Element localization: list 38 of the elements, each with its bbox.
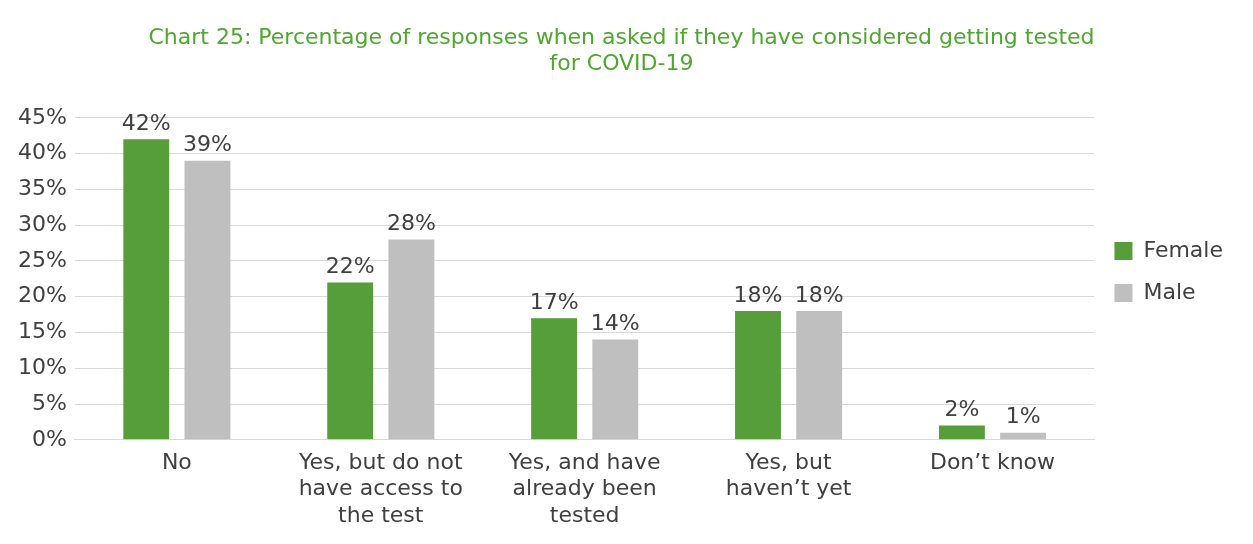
data-label: 28%: [386, 210, 436, 236]
y-tick-label: 25%: [17, 246, 67, 272]
y-tick-label: 20%: [17, 282, 67, 308]
data-label: 39%: [182, 131, 232, 157]
y-tick-label: 5%: [31, 389, 67, 415]
data-label: 18%: [794, 281, 844, 307]
bar: [592, 339, 639, 440]
data-label: 14%: [590, 310, 640, 336]
bar: [796, 311, 843, 440]
x-tick-label: Yes, but haven’t yet: [725, 448, 852, 501]
y-tick-label: 0%: [31, 425, 67, 451]
y-tick-label: 35%: [17, 175, 67, 201]
data-label: 17%: [529, 288, 579, 314]
x-tick-label: Don’t know: [929, 448, 1056, 474]
data-label: 2%: [944, 396, 980, 422]
bar: [531, 318, 578, 440]
legend-label: Male: [1143, 278, 1196, 304]
chart-title: Chart 25: Percentage of responses when asked if they have considered getting tested for COVID-19: [148, 23, 1095, 76]
data-label: 18%: [733, 281, 783, 307]
y-tick-label: 10%: [17, 353, 67, 379]
data-label: 42%: [121, 109, 171, 135]
bar: [388, 239, 435, 440]
x-tick-label: No: [161, 448, 192, 474]
data-label: 1%: [1005, 403, 1041, 429]
legend-label: Female: [1143, 236, 1223, 262]
x-tick-label: Yes, and have already been tested: [507, 448, 661, 527]
bar: [123, 139, 170, 440]
y-tick-label: 15%: [17, 318, 67, 344]
bar: [938, 425, 985, 440]
y-tick-label: 30%: [17, 210, 67, 236]
bar: [1000, 432, 1047, 440]
y-tick-label: 45%: [17, 103, 67, 129]
data-label: 22%: [325, 253, 375, 279]
x-tick-label: Yes, but do not have access to the test: [298, 448, 463, 527]
y-tick-label: 40%: [17, 139, 67, 165]
bar: [184, 160, 231, 440]
bar: [735, 311, 781, 440]
bar: [327, 282, 374, 440]
